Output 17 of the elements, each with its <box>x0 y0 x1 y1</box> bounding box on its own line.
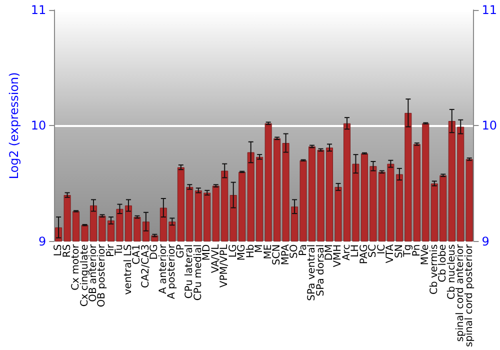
y2-tick-label: 9 <box>482 234 490 248</box>
x-tick-label: A posterior <box>166 243 178 300</box>
x-tick-label: spinal cord posterior <box>464 243 475 348</box>
x-tick-label: RS <box>62 244 73 258</box>
y2-tick-label: 11 <box>482 3 498 17</box>
y-tick-label: 11 <box>30 3 46 17</box>
y-axis-title: Log2 (expression) <box>7 72 21 180</box>
x-tick-label: DG <box>149 244 160 260</box>
y-tick-label: 10 <box>30 118 46 133</box>
x-tick-label: GP <box>175 244 186 258</box>
x-tick-label: Tg <box>402 244 414 258</box>
x-tick-label: Cb lobe <box>438 244 449 282</box>
x-tick-label: OB posterior <box>96 243 108 308</box>
y2-tick-label: 10 <box>482 118 498 133</box>
x-tick-label: MVe <box>420 244 432 266</box>
x-tick-label: Pa <box>298 244 309 256</box>
y-tick-label: 9 <box>38 234 46 248</box>
